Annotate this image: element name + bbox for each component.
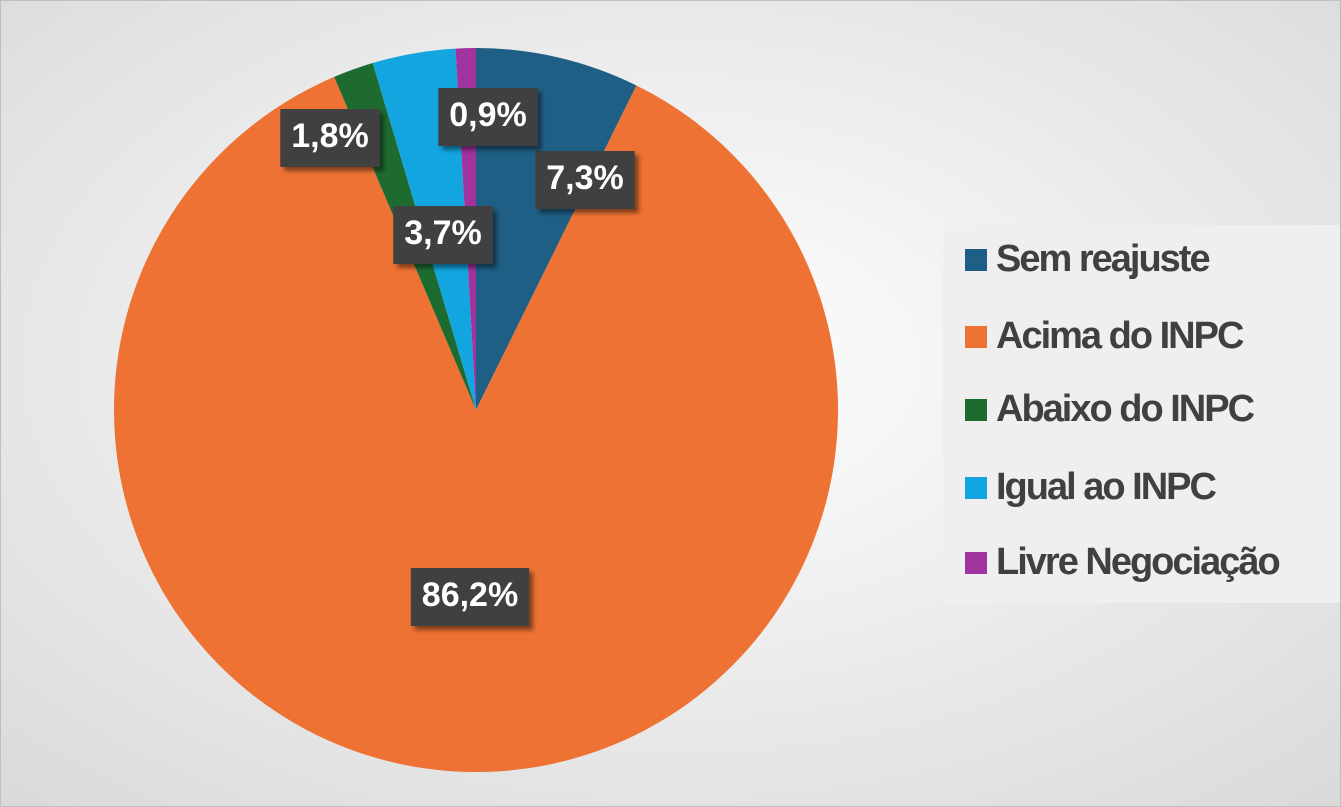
data-label: 3,7% [393,206,493,264]
data-label: 0,9% [438,88,538,146]
legend-label: Abaixo do INPC [996,388,1255,430]
data-label: 7,3% [535,151,635,209]
legend-label: Sem reajuste [996,238,1209,280]
data-label-text: 86,2% [422,576,518,614]
legend-box [943,225,1340,603]
legend-label: Acima do INPC [996,315,1244,357]
data-label-box [393,206,493,264]
legend-swatch [965,249,987,271]
data-label-box [535,151,635,209]
legend-swatch [965,552,987,574]
legend-label: Igual ao INPC [996,466,1216,508]
data-label: 86,2% [410,568,530,626]
legend-label: Livre Negociação [996,541,1279,583]
data-label-text: 0,9% [449,96,527,134]
data-label-text: 3,7% [404,214,482,252]
data-label: 1,8% [280,109,380,167]
data-label-text: 7,3% [546,159,624,197]
data-label-box [410,568,530,626]
data-label-box [438,88,538,146]
data-label-box [280,109,380,167]
pie-slice [113,76,838,773]
legend-swatch [965,477,987,499]
legend-swatch [965,326,987,348]
legend-swatch [965,399,987,421]
data-label-text: 1,8% [291,117,369,155]
